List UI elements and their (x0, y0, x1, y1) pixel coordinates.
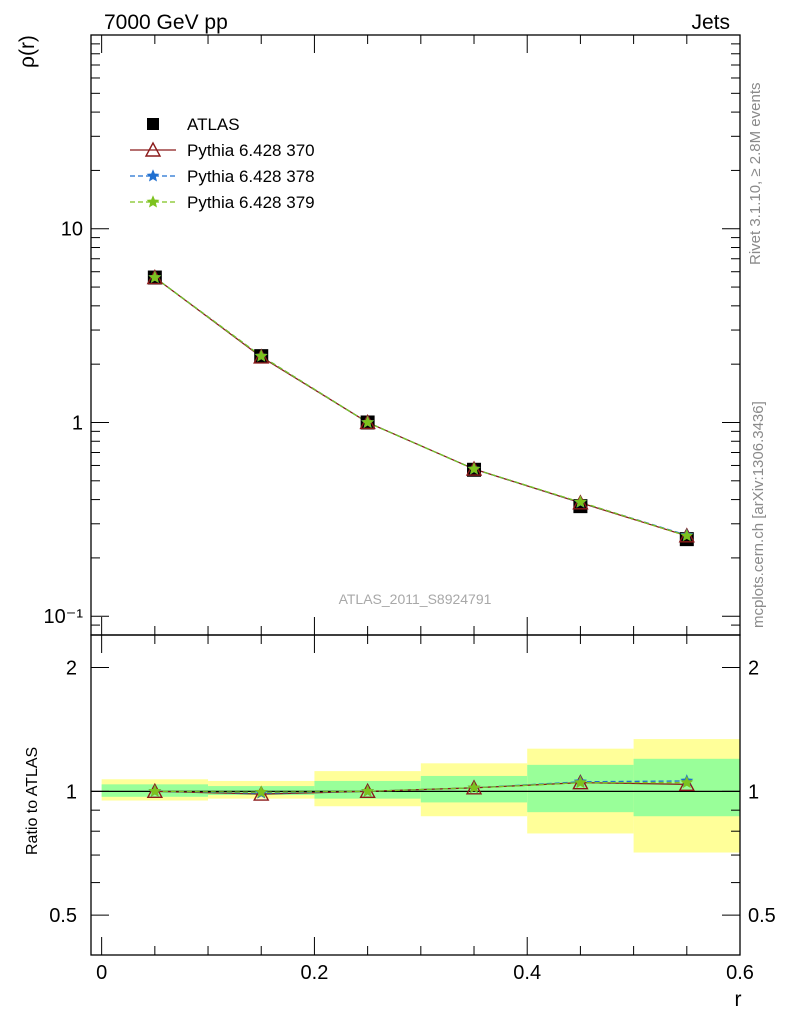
y-tick-label-ratio: 0.5 (49, 905, 77, 927)
x-axis-title: r (735, 988, 742, 1011)
ratio-line-3 (154, 781, 687, 793)
y-tick-label-main: 1 (72, 412, 83, 434)
legend-marker-3 (146, 195, 160, 208)
legend-marker-2 (146, 169, 160, 182)
x-tick-label: 0.6 (726, 962, 754, 984)
y-tick-label-main: 10 (61, 219, 83, 241)
series-line-3 (154, 277, 687, 537)
y-tick-label-ratio-right: 1 (748, 781, 759, 803)
data-point-3 (680, 529, 694, 542)
y-tick-label-ratio: 1 (66, 781, 77, 803)
x-tick-label: 0.4 (513, 962, 541, 984)
main-panel: 10⁻¹ 1 10 ATLAS_2011_S8924791 (44, 34, 741, 636)
legend-marker-0 (147, 118, 159, 130)
legend-label-1: Pythia 6.428 370 (187, 141, 315, 160)
ratio-point-3 (148, 784, 162, 797)
series-line-2 (154, 277, 687, 536)
y-tick-label-main: 10⁻¹ (44, 606, 84, 628)
header-right: Jets (691, 11, 730, 34)
ratio-point-3 (680, 775, 694, 789)
data-point-3 (148, 270, 162, 284)
watermark: ATLAS_2011_S8924791 (339, 591, 492, 607)
ratio-point-3 (361, 784, 375, 797)
legend-label-0: ATLAS (187, 115, 240, 134)
x-tick-label: 0 (96, 962, 107, 984)
data-point-3 (361, 415, 375, 428)
ratio-point-3 (467, 781, 481, 794)
legend-marker-1 (144, 141, 162, 157)
y-tick-label-ratio-right: 2 (748, 658, 759, 680)
legend: ATLAS Pythia 6.428 370 Pythia 6.428 378 Pyt… (130, 115, 315, 212)
mcplots-label: mcplots.cern.ch [arXiv:1306.3436] (750, 401, 767, 628)
x-tick-label: 0.2 (301, 962, 329, 984)
ratio-panel: 0.5 0.5 1 1 2 2 0 0.2 0.4 0.6 (49, 634, 776, 984)
ratio-point-1 (678, 775, 695, 792)
y-axis-title-main: ρ(r) (16, 35, 39, 68)
y-axis-title-ratio: Ratio to ATLAS (24, 747, 41, 855)
legend-label-3: Pythia 6.428 379 (187, 193, 315, 212)
data-point-3 (467, 462, 481, 475)
legend-label-2: Pythia 6.428 378 (187, 167, 315, 186)
ratio-point-3 (573, 775, 587, 789)
ratio-point-3 (254, 785, 268, 798)
series-line-1 (154, 277, 687, 537)
rivet-label: Rivet 3.1.10, ≥ 2.8M events (747, 83, 764, 266)
ratio-frame (90, 634, 741, 956)
y-tick-label-ratio: 2 (66, 658, 77, 680)
data-point-3 (573, 495, 587, 508)
data-point-3 (254, 349, 268, 362)
header-left: 7000 GeV pp (104, 11, 228, 34)
y-tick-label-ratio-right: 0.5 (748, 905, 776, 927)
inner-band (633, 758, 740, 817)
